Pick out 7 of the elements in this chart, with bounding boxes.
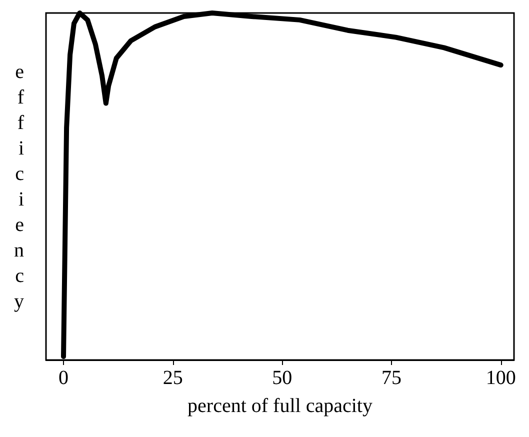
x-axis-title: percent of full capacity <box>188 395 372 417</box>
x-tick-label: 0 <box>58 367 68 389</box>
x-tick-label: 50 <box>272 367 292 389</box>
x-tick-label: 75 <box>382 367 402 389</box>
x-tick-label: 25 <box>162 367 183 389</box>
x-tick-label: 100 <box>486 367 516 389</box>
text: efficiency <box>14 60 24 312</box>
